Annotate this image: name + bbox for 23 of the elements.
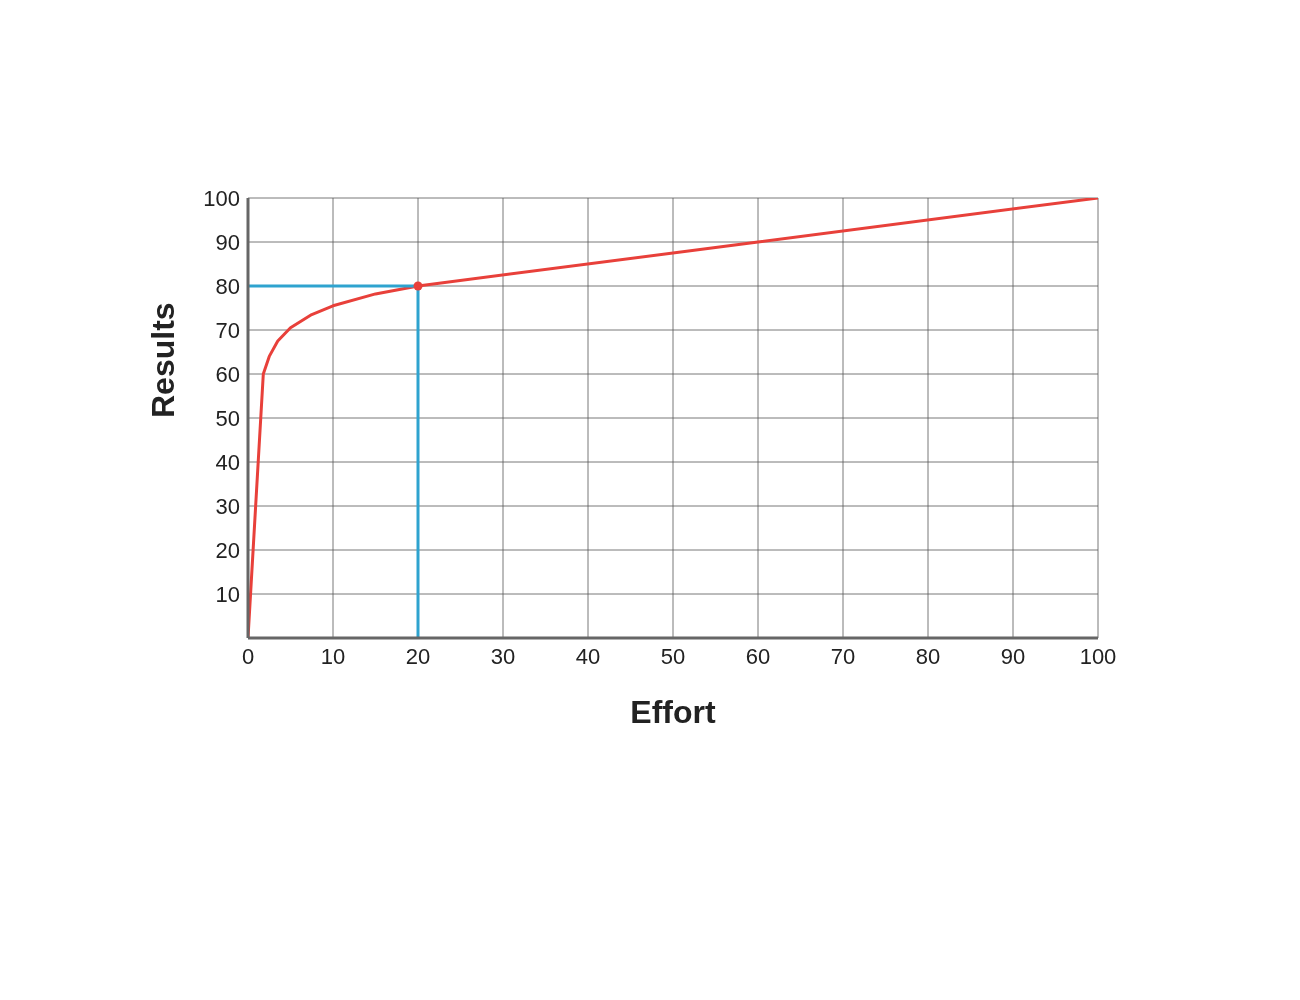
y-tick-label: 40 (215, 449, 240, 475)
x-tick-label: 50 (660, 644, 686, 669)
x-tick-label: 40 (575, 644, 601, 669)
x-tick-label: 80 (915, 644, 941, 669)
x-tick-label: 10 (320, 644, 346, 669)
y-tick-label: 10 (215, 581, 240, 607)
y-tick-label: 60 (215, 361, 240, 387)
x-tick-label: 0 (241, 644, 255, 669)
x-tick-label: 60 (745, 644, 771, 669)
y-tick-label: 90 (215, 229, 240, 255)
x-tick-label: 70 (830, 644, 856, 669)
x-tick-label: 100 (1079, 644, 1117, 669)
y-tick-label: 80 (215, 273, 240, 299)
x-tick-label: 90 (1000, 644, 1026, 669)
x-tick-label: 30 (490, 644, 516, 669)
x-axis-title: Effort (630, 694, 716, 730)
x-tick-label: 20 (405, 644, 431, 669)
y-axis-title: Results (145, 302, 182, 418)
y-tick-label: 50 (215, 405, 240, 431)
y-tick-label: 20 (215, 537, 240, 563)
y-tick-label: 70 (215, 317, 240, 343)
y-tick-label: 30 (215, 493, 240, 519)
y-tick-label: 100 (203, 185, 240, 211)
